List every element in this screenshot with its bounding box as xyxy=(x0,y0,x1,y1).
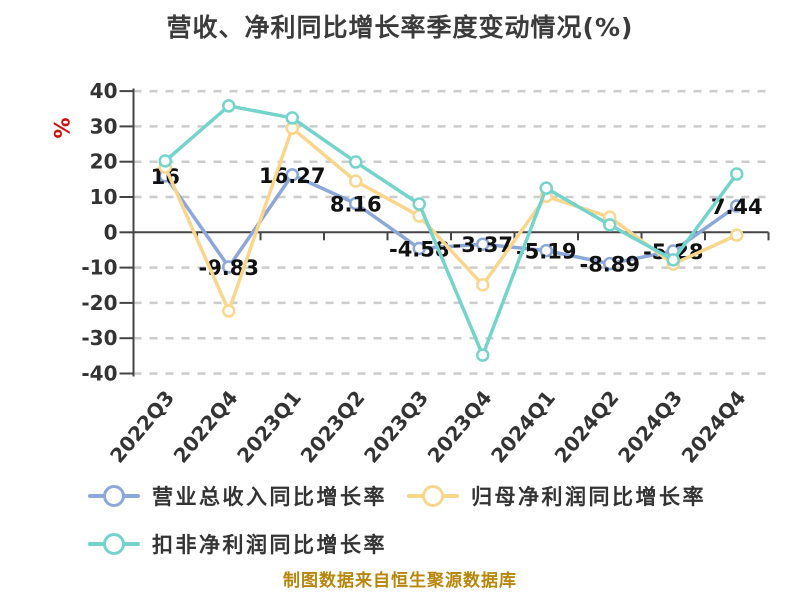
x-tick-label: 2022Q3 xyxy=(105,386,179,468)
y-tick-label: 30 xyxy=(90,114,118,138)
y-tick-label: 40 xyxy=(90,79,118,103)
legend-line-circle-icon xyxy=(88,532,140,556)
y-tick-label: -10 xyxy=(81,256,117,280)
x-tick-label: 2023Q2 xyxy=(296,386,370,468)
data-point xyxy=(730,167,744,181)
legend-label: 扣非净利润同比增长率 xyxy=(152,533,387,557)
data-label: 8.16 xyxy=(330,192,382,216)
series-line xyxy=(163,104,739,357)
y-tick-label: -40 xyxy=(81,362,117,386)
chart-legend: 营业总收入同比增长率 归母净利润同比增长率扣非净利润同比增长率 xyxy=(88,481,748,559)
data-label: 16.27 xyxy=(259,164,325,188)
legend-line-circle-icon xyxy=(88,484,140,508)
data-point xyxy=(666,253,680,267)
data-point xyxy=(285,168,299,182)
x-tick-label: 2023Q3 xyxy=(359,386,433,468)
data-point xyxy=(349,196,363,211)
legend-line-circle-icon xyxy=(407,484,459,508)
legend-item[interactable]: 归母净利润同比增长率 xyxy=(407,481,706,511)
chart-title: 营收、净利同比增长率季度变动情况(%) xyxy=(166,13,634,42)
x-tick-label: 2022Q4 xyxy=(169,386,243,468)
legend-label: 归母净利润同比增长率 xyxy=(471,485,706,509)
data-label: -8.89 xyxy=(579,253,640,277)
data-point xyxy=(730,199,744,213)
data-point xyxy=(412,241,426,256)
y-tick-label: 0 xyxy=(104,220,118,244)
x-tick-label: 2024Q1 xyxy=(486,386,560,468)
source-note: 制图数据来自恒生聚源数据库 xyxy=(283,571,517,591)
data-point xyxy=(539,243,553,258)
legend-label: 营业总收入同比增长率 xyxy=(152,485,387,509)
data-point xyxy=(539,181,553,195)
data-point xyxy=(476,237,490,251)
x-tick-label: 2024Q3 xyxy=(613,386,687,468)
data-point xyxy=(476,348,490,362)
x-tick-label: 2024Q2 xyxy=(550,386,624,468)
data-point xyxy=(222,304,236,318)
y-tick-label: 10 xyxy=(90,185,118,209)
y-tick-label: 20 xyxy=(90,150,118,174)
data-point xyxy=(603,256,617,271)
data-point xyxy=(222,260,236,274)
legend-item[interactable]: 扣非净利润同比增长率 xyxy=(88,529,387,559)
data-point xyxy=(603,218,617,232)
data-point xyxy=(222,99,236,113)
data-point xyxy=(412,197,426,211)
data-point xyxy=(158,154,172,168)
data-point xyxy=(476,278,490,292)
y-tick-label: -30 xyxy=(81,326,117,350)
data-point xyxy=(730,228,744,242)
data-point xyxy=(349,174,363,188)
legend-item[interactable]: 营业总收入同比增长率 xyxy=(88,481,387,511)
x-tick-label: 2023Q4 xyxy=(423,386,497,468)
x-tick-label: 2023Q1 xyxy=(232,386,306,468)
data-point xyxy=(349,155,363,169)
data-point xyxy=(285,111,299,125)
data-label: -3.37 xyxy=(452,233,513,257)
x-tick-label: 2024Q4 xyxy=(677,386,751,468)
y-tick-label: -20 xyxy=(81,291,117,315)
